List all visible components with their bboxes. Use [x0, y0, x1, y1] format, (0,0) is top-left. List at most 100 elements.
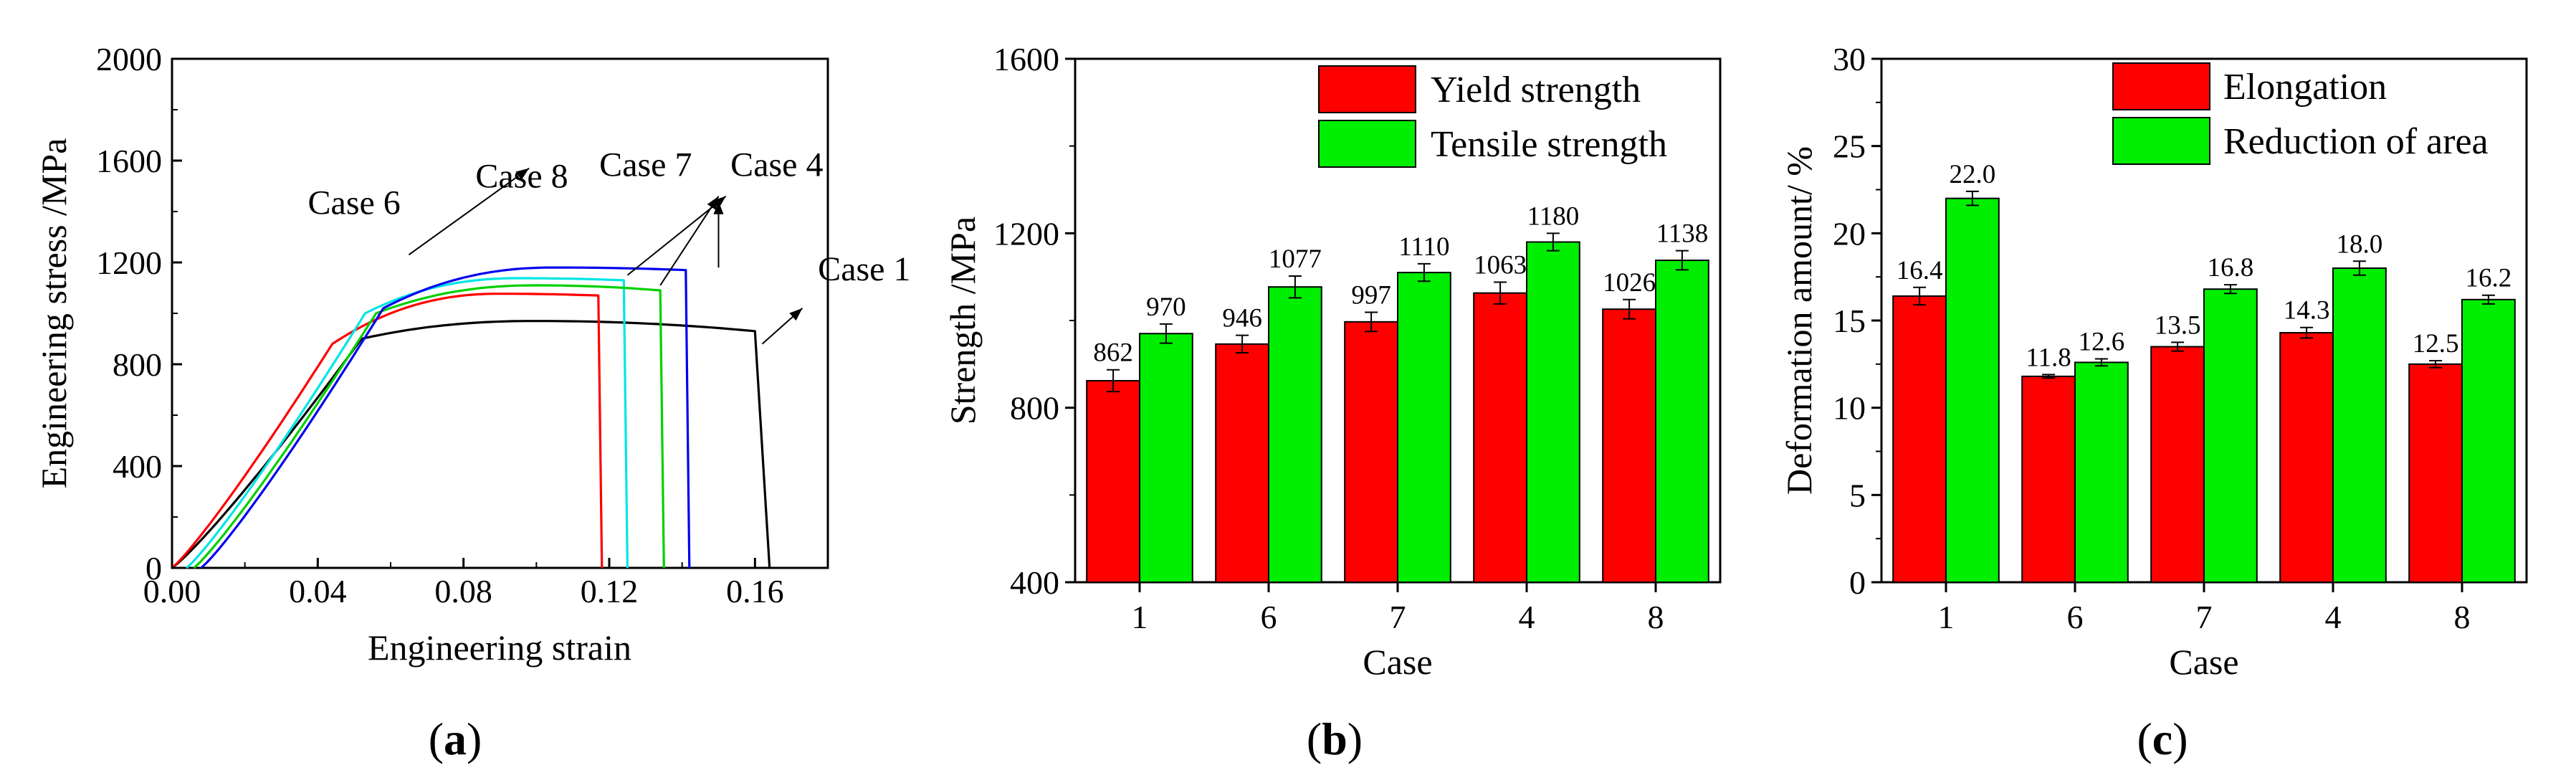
bar-reduction-of-area-case-1 — [1945, 197, 2000, 583]
legend-label-tensile-strength: Tensile strength — [1431, 124, 1667, 165]
y-tick-label: 10 — [1833, 390, 1866, 427]
data-label-tensile-strength: 1180 — [1527, 201, 1580, 231]
bar-yield-strength-case-8 — [1602, 308, 1656, 583]
data-label-yield-strength: 1026 — [1603, 268, 1656, 298]
y-tick-label: 400 — [113, 448, 162, 485]
panel-b-legend: Yield strength Tensile strength — [1318, 65, 1667, 168]
x-tick-label: 0.08 — [434, 573, 492, 609]
panel-a-ticks: 0.00 0.04 0.08 0.12 0.16 0 400 800 1200 1600 2000 — [96, 41, 784, 609]
bar-tensile-strength-case-1 — [1139, 333, 1193, 583]
panel-a-x-axis-label: Engineering strain — [368, 627, 631, 668]
data-label-yield-strength: 946 — [1222, 304, 1262, 333]
x-tick-label: 4 — [1519, 599, 1535, 635]
legend-label-elongation: Elongation — [2223, 67, 2387, 108]
legend-label-yield-strength: Yield strength — [1431, 70, 1641, 110]
panel-c-deformation-bar-chart: 16.4 22.0 11.8 12.6 13.516.8 14.3 18.0 12.5 16.2… — [1779, 41, 2528, 764]
x-tick-label: 0.12 — [581, 573, 639, 609]
bar-reduction-of-area-case-7 — [2203, 288, 2258, 583]
data-label-reduction-of-area: 12.6 — [2079, 328, 2125, 357]
data-label-tensile-strength: 1138 — [1656, 219, 1709, 249]
annotation-case-6: Case 6 — [308, 184, 401, 222]
bar-yield-strength-case-4 — [1473, 292, 1527, 583]
x-tick-label: 1 — [1132, 599, 1148, 635]
legend-swatch-yield-strength — [1318, 65, 1416, 113]
panel-b-x-axis-label: Case — [1363, 642, 1432, 682]
bar-tensile-strength-case-8 — [1655, 260, 1709, 583]
panel-b-label: (b) — [1307, 713, 1363, 764]
data-label-yield-strength: 997 — [1351, 280, 1391, 310]
x-tick-label: 0.04 — [289, 573, 347, 609]
panel-a-series-group — [171, 266, 771, 569]
panel-c-label: (c) — [2137, 713, 2188, 764]
x-tick-label: 8 — [1648, 599, 1664, 635]
x-tick-label: 0.16 — [726, 573, 784, 609]
bar-tensile-strength-case-6 — [1268, 286, 1322, 583]
bar-yield-strength-case-6 — [1215, 343, 1269, 583]
data-label-tensile-strength: 1110 — [1398, 232, 1449, 262]
bar-yield-strength-case-1 — [1086, 379, 1140, 583]
y-tick-label: 0 — [1849, 564, 1866, 601]
panel-c-y-axis-label: Deformation amount/ % — [1779, 146, 1819, 495]
annotation-arrow-head — [713, 201, 724, 214]
y-tick-label: 15 — [1833, 303, 1866, 339]
legend-swatch-elongation — [2112, 62, 2210, 110]
data-label-reduction-of-area: 22.0 — [1950, 160, 1996, 189]
data-label-elongation: 12.5 — [2413, 329, 2459, 359]
y-tick-label: 800 — [113, 346, 162, 383]
legend-swatch-reduction-of-area — [2112, 117, 2210, 165]
y-tick-label: 30 — [1833, 41, 1866, 77]
panel-b-ticks: 1 6 7 4 8 400 800 1200 1600 — [993, 41, 1664, 635]
data-label-reduction-of-area: 16.2 — [2466, 264, 2512, 293]
panel-c-ticks: 1 6 7 4 8 0 5 10 15 20 25 30 — [1833, 41, 2471, 635]
series-line-case-4 — [200, 266, 691, 569]
y-tick-label: 1600 — [96, 143, 162, 179]
bar-reduction-of-area-case-6 — [2074, 361, 2129, 583]
bar-yield-strength-case-7 — [1344, 321, 1398, 583]
data-label-reduction-of-area: 18.0 — [2337, 229, 2383, 259]
x-tick-label: 7 — [2196, 599, 2213, 635]
x-tick-label: 0.00 — [143, 573, 201, 609]
annotation-arrow-head — [515, 168, 530, 180]
bar-tensile-strength-case-4 — [1526, 241, 1580, 583]
annotation-arrow-line — [659, 196, 720, 286]
bar-elongation-case-8 — [2408, 363, 2463, 583]
y-tick-label: 400 — [1010, 564, 1059, 601]
y-tick-label: 1200 — [993, 215, 1059, 252]
panel-c-x-axis-label: Case — [2169, 642, 2238, 682]
panel-a-y-axis-label: Engineering stress /MPa — [34, 138, 74, 489]
legend-swatch-tensile-strength — [1318, 120, 1416, 168]
x-tick-label: 7 — [1390, 599, 1406, 635]
bar-reduction-of-area-case-4 — [2332, 267, 2387, 583]
annotation-arrow-line — [408, 167, 530, 256]
bar-elongation-case-4 — [2279, 332, 2334, 583]
data-label-elongation: 14.3 — [2284, 296, 2330, 326]
bar-tensile-strength-case-7 — [1397, 272, 1451, 583]
panel-b-y-axis-label: Strength /MPa — [943, 217, 983, 424]
series-line-case-6 — [171, 293, 604, 569]
y-tick-label: 1200 — [96, 245, 162, 281]
y-tick-label: 0 — [146, 550, 162, 587]
x-tick-label: 1 — [1938, 599, 1955, 635]
data-label-elongation: 13.5 — [2155, 310, 2201, 340]
bar-elongation-case-1 — [1892, 295, 1947, 583]
annotation-case-7: Case 7 — [599, 146, 692, 184]
annotation-case-1: Case 1 — [818, 250, 910, 288]
data-label-yield-strength: 862 — [1093, 338, 1133, 368]
y-tick-label: 800 — [1010, 390, 1059, 427]
annotation-arrow-head — [789, 308, 803, 321]
data-label-elongation: 16.4 — [1897, 256, 1943, 285]
x-tick-label: 8 — [2454, 599, 2471, 635]
bar-reduction-of-area-case-8 — [2461, 298, 2516, 583]
legend-label-reduction-of-area: Reduction of area — [2223, 121, 2489, 162]
panel-c-legend: Elongation Reduction of area — [2112, 62, 2489, 165]
x-tick-label: 6 — [1261, 599, 1277, 635]
y-tick-label: 2000 — [96, 41, 162, 77]
x-tick-label: 6 — [2067, 599, 2084, 635]
y-tick-label: 5 — [1849, 477, 1866, 513]
series-line-case-1 — [171, 320, 771, 569]
data-label-elongation: 11.8 — [2026, 343, 2071, 372]
